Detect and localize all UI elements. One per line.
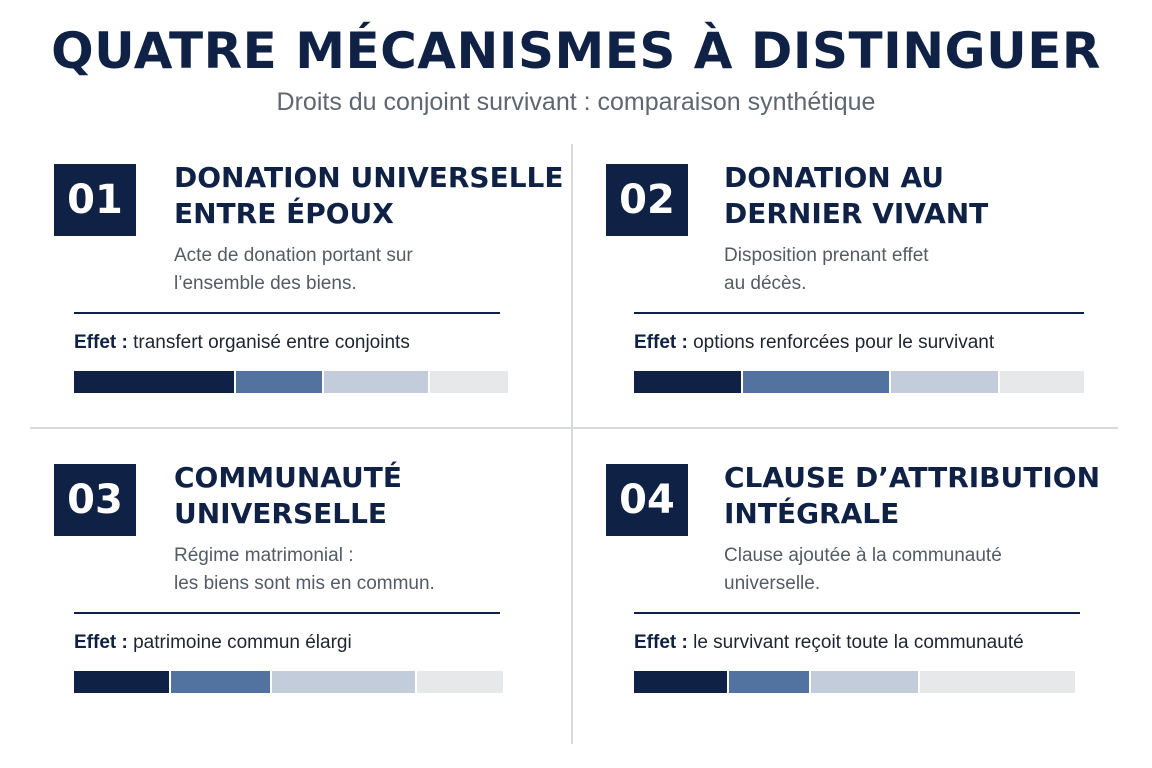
card-title-line-1: DONATION UNIVERSELLE [174,161,564,194]
card-title: DONATION AU DERNIER VIVANT [724,160,1124,232]
card-title-line-2: INTÉGRALE [724,497,900,530]
card-title-line-1: COMMUNAUTÉ [174,461,403,494]
mechanism-card-4: 04 CLAUSE D’ATTRIBUTION INTÉGRALE Clause… [606,461,1100,724]
scale-segment-4 [920,671,1075,693]
card-description-line-1: Acte de donation portant sur [174,245,413,266]
card-number-badge: 03 [54,464,136,536]
effect-label: Effet : [634,632,688,653]
card-number-badge: 02 [606,164,688,236]
card-effect: Effet : le survivant reçoit toute la com… [634,630,1104,656]
card-title-line-2: DERNIER VIVANT [724,197,989,230]
card-separator [634,312,1084,314]
scale-segment-1 [634,671,727,693]
effect-scale-bar [74,371,512,393]
card-description: Disposition prenant effet au décès. [724,242,1104,298]
card-title: DONATION UNIVERSELLE ENTRE ÉPOUX [174,160,574,232]
effect-text: options renforcées pour le survivant [693,332,995,353]
page-title: QUATRE MÉCANISMES À DISTINGUER [51,22,1101,80]
scale-segment-3 [272,671,415,693]
effect-label: Effet : [74,632,128,653]
card-separator [74,312,500,314]
card-separator [634,612,1080,614]
effect-label: Effet : [634,332,688,353]
effect-text: le survivant reçoit toute la communauté [693,632,1024,653]
card-description-line-2: au décès. [724,273,807,294]
scale-segment-4 [430,371,508,393]
scale-segment-3 [324,371,428,393]
scale-segment-1 [74,671,169,693]
scale-segment-1 [74,371,234,393]
vertical-divider [571,144,573,744]
card-title: CLAUSE D’ATTRIBUTION INTÉGRALE [724,460,1124,532]
card-description: Acte de donation portant sur l’ensemble … [174,242,554,298]
scale-segment-4 [1000,371,1085,393]
scale-segment-2 [171,671,270,693]
effect-text: transfert organisé entre conjoints [133,332,410,353]
mechanism-card-3: 03 COMMUNAUTÉ UNIVERSELLE Régime matrimo… [54,461,544,724]
scale-segment-2 [236,371,322,393]
effect-scale-bar [634,671,1084,693]
effect-label: Effet : [74,332,128,353]
card-number-badge: 04 [606,464,688,536]
mechanism-card-2: 02 DONATION AU DERNIER VIVANT Dispositio… [606,161,1096,424]
page-subtitle: Droits du conjoint survivant : comparais… [276,88,876,116]
horizontal-divider [30,427,1118,429]
card-title: COMMUNAUTÉ UNIVERSELLE [174,460,574,532]
effect-text: patrimoine commun élargi [133,632,352,653]
card-description: Régime matrimonial : les biens sont mis … [174,542,554,598]
card-effect: Effet : patrimoine commun élargi [74,630,544,656]
card-separator [74,612,500,614]
card-title-line-1: DONATION AU [724,161,945,194]
scale-segment-1 [634,371,741,393]
scale-segment-3 [811,671,918,693]
card-description-line-1: Disposition prenant effet [724,245,929,266]
card-description: Clause ajoutée à la communauté universel… [724,542,1104,598]
scale-segment-4 [417,671,503,693]
card-description-line-2: les biens sont mis en commun. [174,573,435,594]
effect-scale-bar [634,371,1085,393]
card-description-line-2: l’ensemble des biens. [174,273,357,294]
card-description-line-2: universelle. [724,573,821,594]
scale-segment-2 [729,671,809,693]
card-description-line-1: Clause ajoutée à la communauté [724,545,1002,566]
card-title-line-2: UNIVERSELLE [174,497,388,530]
scale-segment-3 [891,371,999,393]
card-number-badge: 01 [54,164,136,236]
card-title-line-1: CLAUSE D’ATTRIBUTION [724,461,1101,494]
card-description-line-1: Régime matrimonial : [174,545,354,566]
effect-scale-bar [74,671,512,693]
card-effect: Effet : transfert organisé entre conjoin… [74,330,544,356]
card-effect: Effet : options renforcées pour le survi… [634,330,1104,356]
mechanism-card-1: 01 DONATION UNIVERSELLE ENTRE ÉPOUX Acte… [54,161,564,424]
card-title-line-2: ENTRE ÉPOUX [174,197,394,230]
scale-segment-2 [742,371,890,393]
